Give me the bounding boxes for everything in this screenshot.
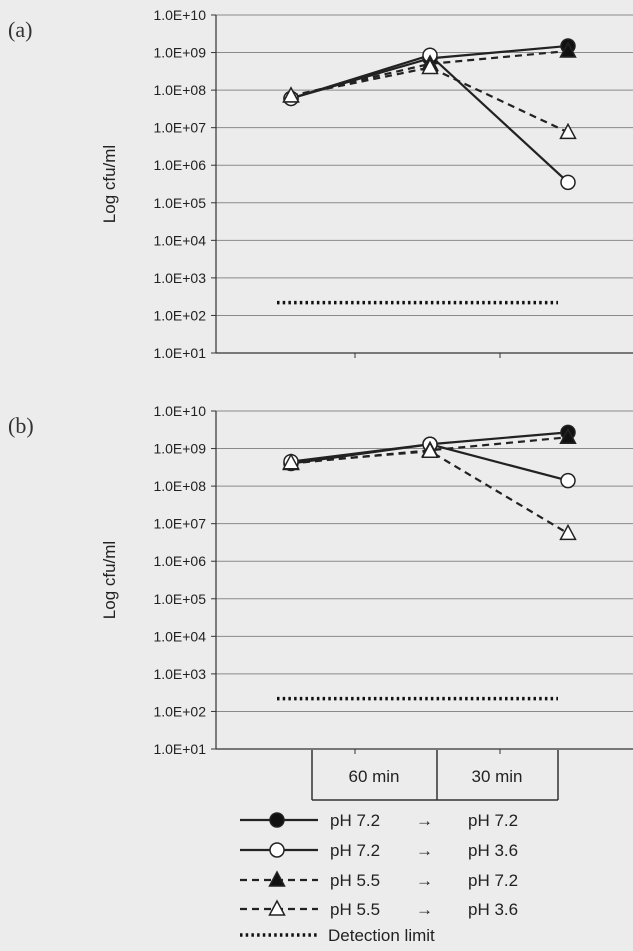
legend-arrow: → xyxy=(416,811,433,830)
data-point-s4 xyxy=(282,86,300,103)
y-tick-label: 1.0E+05 xyxy=(153,591,206,607)
data-point-s3 xyxy=(559,427,577,445)
legend-marker xyxy=(269,842,285,858)
y-tick-label: 1.0E+05 xyxy=(153,195,206,211)
legend-to: pH 7.2 xyxy=(468,871,518,890)
chart-panel-b: (b) 1.0E+10 1.0E+09 1.0E+08 1.0E+07 1.0E+06 1.… xyxy=(8,403,633,757)
panel-label: (a) xyxy=(8,17,32,42)
time-label-30min: 30 min xyxy=(471,767,522,786)
y-axis-title: Log cfu/ml xyxy=(100,541,119,619)
legend-item-s1: pH 7.2 → pH 7.2 xyxy=(240,811,518,830)
time-label-60min: 60 min xyxy=(348,767,399,786)
series-line-s3 xyxy=(290,436,569,465)
y-tick-label: 1.0E+03 xyxy=(153,666,206,682)
data-point-s2 xyxy=(560,174,576,191)
legend-item-dl: Detection limit xyxy=(240,926,435,945)
data-point-s4 xyxy=(421,441,439,458)
legend-item-s4: pH 5.5 → pH 3.6 xyxy=(240,899,518,919)
y-tick-label: 1.0E+07 xyxy=(153,120,206,136)
y-tick-label: 1.0E+08 xyxy=(153,478,206,494)
series-line-s2 xyxy=(290,53,569,184)
time-bracket: 60 min 30 min xyxy=(311,750,559,801)
y-tick-label: 1.0E+01 xyxy=(153,345,206,361)
legend-arrow: → xyxy=(416,900,433,919)
series-line-s4 xyxy=(290,66,569,134)
legend-from: pH 5.5 xyxy=(330,871,380,890)
legend-from: pH 7.2 xyxy=(330,841,380,860)
data-point-s4 xyxy=(282,453,300,470)
y-axis-title: Log cfu/ml xyxy=(100,145,119,223)
panel-label: (b) xyxy=(8,413,34,438)
data-point-s4 xyxy=(559,523,577,541)
y-tick-label: 1.0E+09 xyxy=(153,441,206,457)
legend-marker xyxy=(268,870,286,887)
data-point-s4 xyxy=(559,122,577,140)
legend-to: pH 3.6 xyxy=(468,841,518,860)
legend-from: pH 5.5 xyxy=(330,900,380,919)
y-tick-label: 1.0E+04 xyxy=(153,628,206,644)
legend-label: Detection limit xyxy=(328,926,435,945)
legend-arrow: → xyxy=(416,841,433,860)
legend-item-s2: pH 7.2 → pH 3.6 xyxy=(240,841,518,860)
series-line-s4 xyxy=(290,450,569,535)
legend-marker xyxy=(268,899,286,916)
legend-marker xyxy=(269,812,285,828)
y-tick-label: 1.0E+02 xyxy=(153,307,206,323)
data-point-s4 xyxy=(421,57,439,75)
legend-to: pH 7.2 xyxy=(468,811,518,830)
y-tick-label: 1.0E+08 xyxy=(153,82,206,98)
y-tick-label: 1.0E+10 xyxy=(153,403,206,419)
data-point-s3 xyxy=(559,41,577,58)
y-tick-label: 1.0E+10 xyxy=(153,7,206,23)
legend: pH 7.2 → pH 7.2pH 7.2 → pH 3.6pH 5.5 → pH 7.2p… xyxy=(240,811,518,945)
legend-item-s3: pH 5.5 → pH 7.2 xyxy=(240,870,518,890)
y-tick-label: 1.0E+03 xyxy=(153,270,206,286)
y-tick-label: 1.0E+09 xyxy=(153,45,206,61)
chart-panel-a: (a) 1.0E+10 1.0E+09 1.0E+08 1.0E+07 1.0E+06 1.… xyxy=(8,7,633,361)
legend-to: pH 3.6 xyxy=(468,900,518,919)
y-tick-label: 1.0E+06 xyxy=(153,157,206,173)
y-tick-label: 1.0E+04 xyxy=(153,232,206,248)
y-tick-label: 1.0E+01 xyxy=(153,741,206,757)
y-tick-label: 1.0E+07 xyxy=(153,516,206,532)
y-tick-label: 1.0E+02 xyxy=(153,703,206,719)
data-point-s2 xyxy=(560,472,576,489)
legend-from: pH 7.2 xyxy=(330,811,380,830)
y-tick-label: 1.0E+06 xyxy=(153,553,206,569)
legend-arrow: → xyxy=(416,871,433,890)
